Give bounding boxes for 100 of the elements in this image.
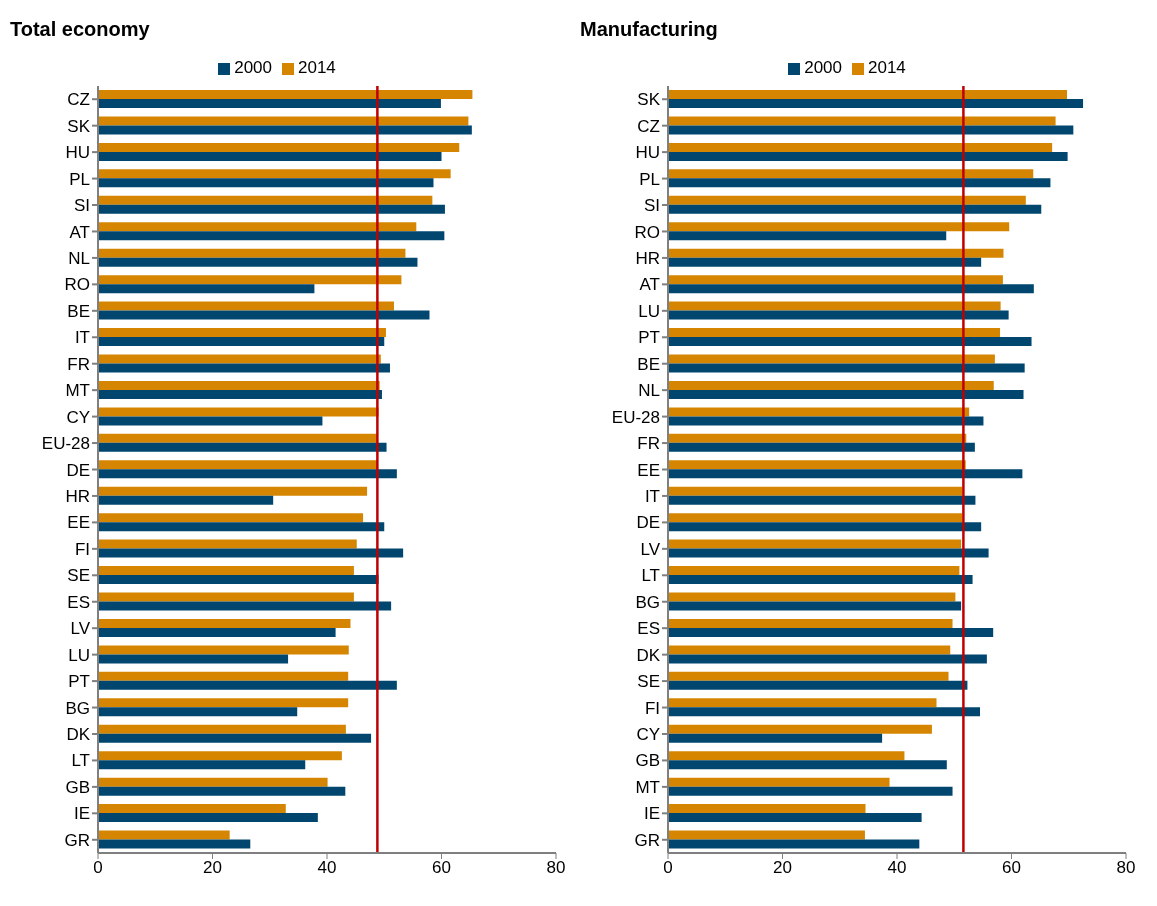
y-tick-label: LU xyxy=(638,301,660,321)
bar xyxy=(98,310,430,320)
y-tick-label: LV xyxy=(70,619,91,639)
y-tick-label: GR xyxy=(634,830,660,850)
bar xyxy=(668,592,956,602)
y-tick-label: EU-28 xyxy=(41,434,90,454)
y-tick-label: GB xyxy=(65,777,90,797)
bar xyxy=(98,380,380,390)
y-tick-label: EU-28 xyxy=(611,407,660,427)
bar xyxy=(98,389,382,399)
x-tick-label: 60 xyxy=(1002,858,1021,878)
bar xyxy=(668,522,982,532)
bar xyxy=(98,284,315,294)
y-tick-label: RO xyxy=(64,275,90,295)
bar xyxy=(98,407,379,417)
y-tick-label: PT xyxy=(68,672,90,692)
y-tick-label: ES xyxy=(637,619,660,639)
bar xyxy=(98,495,274,505)
chart-title: Manufacturing xyxy=(580,18,718,41)
bar xyxy=(98,707,298,717)
y-tick-label: IE xyxy=(643,804,660,824)
bar xyxy=(668,751,905,761)
bar xyxy=(668,195,1026,205)
bar xyxy=(668,433,967,443)
bar xyxy=(98,257,418,267)
bar xyxy=(98,125,472,135)
legend-label: 2014 xyxy=(298,58,336,77)
bar xyxy=(98,645,349,655)
bar xyxy=(98,513,364,523)
y-tick-label: SE xyxy=(67,566,90,586)
bar xyxy=(98,248,406,258)
chart-title: Total economy xyxy=(10,18,150,41)
y-tick-label: AT xyxy=(639,275,660,295)
bar xyxy=(98,777,328,787)
y-tick-label: SK xyxy=(67,116,91,136)
bar xyxy=(98,204,445,214)
y-tick-label: BG xyxy=(65,698,90,718)
y-tick-label: FI xyxy=(74,539,90,559)
bar xyxy=(98,99,441,108)
bar xyxy=(98,169,451,179)
bar xyxy=(98,442,387,452)
y-tick-label: MT xyxy=(635,777,660,797)
bar xyxy=(668,354,995,364)
x-tick-label: 0 xyxy=(93,858,103,878)
y-tick-label: PL xyxy=(639,169,660,189)
bar xyxy=(98,337,385,347)
bar xyxy=(668,804,866,814)
bar xyxy=(98,601,392,611)
y-tick-label: SI xyxy=(643,196,660,216)
bar xyxy=(668,142,1053,152)
bar xyxy=(668,328,1001,338)
y-tick-label: DK xyxy=(66,725,91,745)
bar xyxy=(98,566,354,576)
y-tick-label: DE xyxy=(636,513,660,533)
bar xyxy=(98,680,397,690)
bar xyxy=(668,813,922,823)
bar xyxy=(668,724,932,734)
legend-label: 2000 xyxy=(804,58,842,77)
bar xyxy=(98,460,378,470)
y-tick-label: BE xyxy=(637,354,660,374)
bar xyxy=(98,724,346,734)
bar xyxy=(668,178,1051,188)
y-tick-label: SI xyxy=(73,196,90,216)
bar xyxy=(668,116,1056,126)
y-tick-label: LU xyxy=(68,645,90,665)
bar xyxy=(98,760,306,770)
y-tick-label: CY xyxy=(636,725,660,745)
x-tick-label: 80 xyxy=(546,858,566,878)
bar xyxy=(98,328,386,338)
bar xyxy=(668,222,1010,232)
x-tick-label: 20 xyxy=(203,858,222,878)
bar xyxy=(668,830,865,840)
bar xyxy=(668,469,1023,479)
bar xyxy=(668,407,970,417)
bar xyxy=(668,575,973,585)
bar xyxy=(668,284,1034,294)
bar xyxy=(98,151,442,161)
bar xyxy=(668,601,962,611)
bar xyxy=(668,310,1009,320)
bar xyxy=(668,389,1024,399)
y-tick-label: FI xyxy=(644,698,660,718)
y-tick-label: HU xyxy=(635,143,660,163)
bar xyxy=(98,416,323,426)
y-tick-label: EE xyxy=(67,513,90,533)
y-tick-label: BE xyxy=(67,301,90,321)
y-tick-label: SE xyxy=(637,672,660,692)
y-tick-label: LT xyxy=(71,751,90,771)
bar xyxy=(668,707,981,717)
y-tick-label: FR xyxy=(67,354,90,374)
bar xyxy=(98,786,346,796)
bar xyxy=(668,539,962,549)
y-tick-label: MT xyxy=(65,381,90,401)
y-tick-label: NL xyxy=(68,248,90,268)
y-tick-label: LT xyxy=(641,566,660,586)
bar xyxy=(98,654,289,664)
bar xyxy=(668,495,976,505)
y-tick-label: PT xyxy=(638,328,660,348)
x-tick-label: 0 xyxy=(663,858,673,878)
x-tick-label: 40 xyxy=(887,858,907,878)
bar xyxy=(668,645,951,655)
